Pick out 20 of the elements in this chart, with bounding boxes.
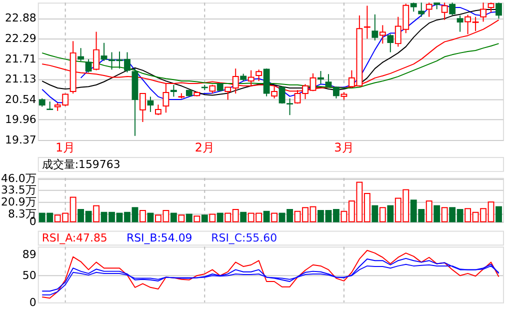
y-tick-label: 21.13 (5, 72, 36, 86)
y-tick-label: 33.5万 (0, 184, 36, 197)
y-tick-label: 50 (22, 269, 36, 282)
y-tick-label: 0 (29, 296, 36, 309)
chart-title: 成交量:159763 (42, 158, 120, 171)
y-tick-label: 46.0万 (0, 172, 36, 185)
y-tick-label: 89 (22, 248, 36, 262)
x-tick-label: 3月 (334, 140, 354, 155)
x-tick-label: 2月 (194, 140, 214, 155)
y-tick-label: 21.71 (5, 52, 36, 66)
x-tick-label: 1月 (56, 140, 76, 155)
y-tick-label: 22.88 (5, 12, 36, 25)
series-label: RSI_A:47.85 (42, 232, 108, 245)
y-tick-label: 20.54 (5, 92, 36, 106)
text: RSI_C:55.60 (211, 232, 278, 245)
y-tick-label: 20.9万 (0, 196, 36, 209)
y-tick-label: 22.29 (5, 32, 36, 46)
text: RSI_B:54.09 (126, 232, 192, 245)
y-tick-label: 19.96 (5, 113, 36, 126)
y-tick-label: 19.37 (5, 134, 36, 147)
